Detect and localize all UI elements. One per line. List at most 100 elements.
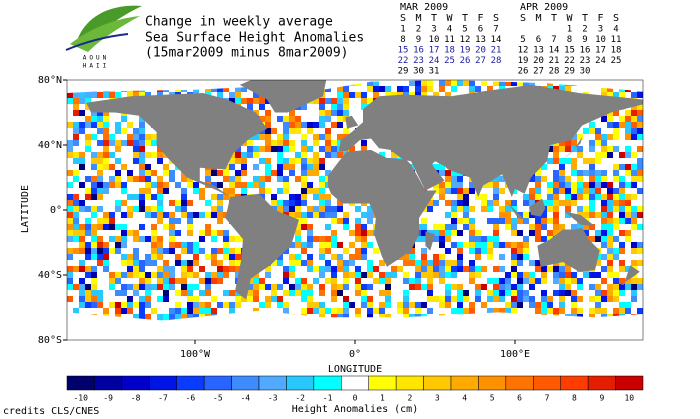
ocean-cell xyxy=(109,200,115,206)
ocean-cell xyxy=(553,308,559,314)
ocean-cell xyxy=(553,194,559,200)
ocean-cell xyxy=(457,212,463,218)
ocean-cell xyxy=(175,218,181,224)
ocean-cell xyxy=(265,272,271,278)
ocean-cell xyxy=(229,98,235,104)
ocean-cell xyxy=(607,308,613,314)
ocean-cell xyxy=(103,176,109,182)
ocean-cell xyxy=(151,248,157,254)
calendar-day: 30 xyxy=(413,67,424,77)
ocean-cell xyxy=(319,182,325,188)
ocean-cell xyxy=(355,278,361,284)
ocean-cell xyxy=(607,218,613,224)
ocean-cell xyxy=(505,254,511,260)
ocean-cell xyxy=(595,164,601,170)
ocean-cell xyxy=(253,152,259,158)
ocean-cell xyxy=(397,272,403,278)
ocean-cell xyxy=(433,284,439,290)
ocean-cell xyxy=(223,176,229,182)
ocean-cell xyxy=(343,98,349,104)
ocean-cell xyxy=(145,242,151,248)
ocean-cell xyxy=(301,116,307,122)
ocean-cell xyxy=(391,314,397,320)
ocean-cell xyxy=(619,212,625,218)
ocean-cell xyxy=(97,182,103,188)
ocean-cell xyxy=(355,146,361,152)
ocean-cell xyxy=(445,194,451,200)
ocean-cell xyxy=(325,104,331,110)
ocean-cell xyxy=(367,248,373,254)
ocean-cell xyxy=(229,158,235,164)
ocean-cell xyxy=(433,278,439,284)
ocean-cell xyxy=(271,266,277,272)
ocean-cell xyxy=(325,128,331,134)
ocean-cell xyxy=(121,284,127,290)
ocean-cell xyxy=(541,266,547,272)
ocean-cell xyxy=(577,128,583,134)
ocean-cell xyxy=(427,272,433,278)
ocean-cell xyxy=(109,122,115,128)
ocean-cell xyxy=(631,104,637,110)
ocean-cell xyxy=(571,290,577,296)
ocean-cell xyxy=(259,272,265,278)
ocean-cell xyxy=(67,290,73,296)
ocean-cell xyxy=(205,170,211,176)
ocean-cell xyxy=(91,260,97,266)
ocean-cell xyxy=(313,242,319,248)
ocean-cell xyxy=(259,134,265,140)
ocean-cell xyxy=(457,224,463,230)
ocean-cell xyxy=(301,152,307,158)
ocean-cell xyxy=(151,308,157,314)
ocean-cell xyxy=(619,302,625,308)
ocean-cell xyxy=(259,302,265,308)
ocean-cell xyxy=(211,242,217,248)
ocean-cell xyxy=(301,104,307,110)
ocean-cell xyxy=(67,302,73,308)
ocean-cell xyxy=(553,224,559,230)
ocean-cell xyxy=(199,308,205,314)
ocean-cell xyxy=(463,266,469,272)
ocean-cell xyxy=(199,302,205,308)
ocean-cell xyxy=(313,110,319,116)
ocean-cell xyxy=(493,266,499,272)
ocean-cell xyxy=(79,152,85,158)
ocean-cell xyxy=(571,176,577,182)
ocean-cell xyxy=(457,206,463,212)
ocean-cell xyxy=(337,302,343,308)
ocean-cell xyxy=(469,290,475,296)
ocean-cell xyxy=(325,308,331,314)
ocean-cell xyxy=(523,272,529,278)
ocean-cell xyxy=(217,182,223,188)
ocean-cell xyxy=(433,206,439,212)
ocean-cell xyxy=(589,134,595,140)
ocean-cell xyxy=(619,158,625,164)
ocean-cell xyxy=(331,224,337,230)
ocean-cell xyxy=(277,200,283,206)
ocean-cell xyxy=(79,128,85,134)
ocean-cell xyxy=(271,158,277,164)
ocean-cell xyxy=(217,242,223,248)
ocean-cell xyxy=(427,278,433,284)
ocean-cell xyxy=(103,200,109,206)
ocean-cell xyxy=(475,242,481,248)
ocean-cell xyxy=(577,302,583,308)
ocean-cell xyxy=(271,260,277,266)
ocean-cell xyxy=(121,146,127,152)
ocean-cell xyxy=(121,218,127,224)
ocean-cell xyxy=(613,242,619,248)
ocean-cell xyxy=(307,200,313,206)
ocean-cell xyxy=(307,230,313,236)
ocean-cell xyxy=(535,272,541,278)
ocean-cell xyxy=(511,266,517,272)
ocean-cell xyxy=(547,278,553,284)
ocean-cell xyxy=(541,194,547,200)
ocean-cell xyxy=(619,248,625,254)
ocean-cell xyxy=(127,92,133,98)
ocean-cell xyxy=(445,212,451,218)
ocean-cell xyxy=(505,212,511,218)
ocean-cell xyxy=(415,278,421,284)
ocean-cell xyxy=(595,134,601,140)
ocean-cell xyxy=(115,302,121,308)
ocean-cell xyxy=(433,218,439,224)
ocean-cell xyxy=(487,242,493,248)
